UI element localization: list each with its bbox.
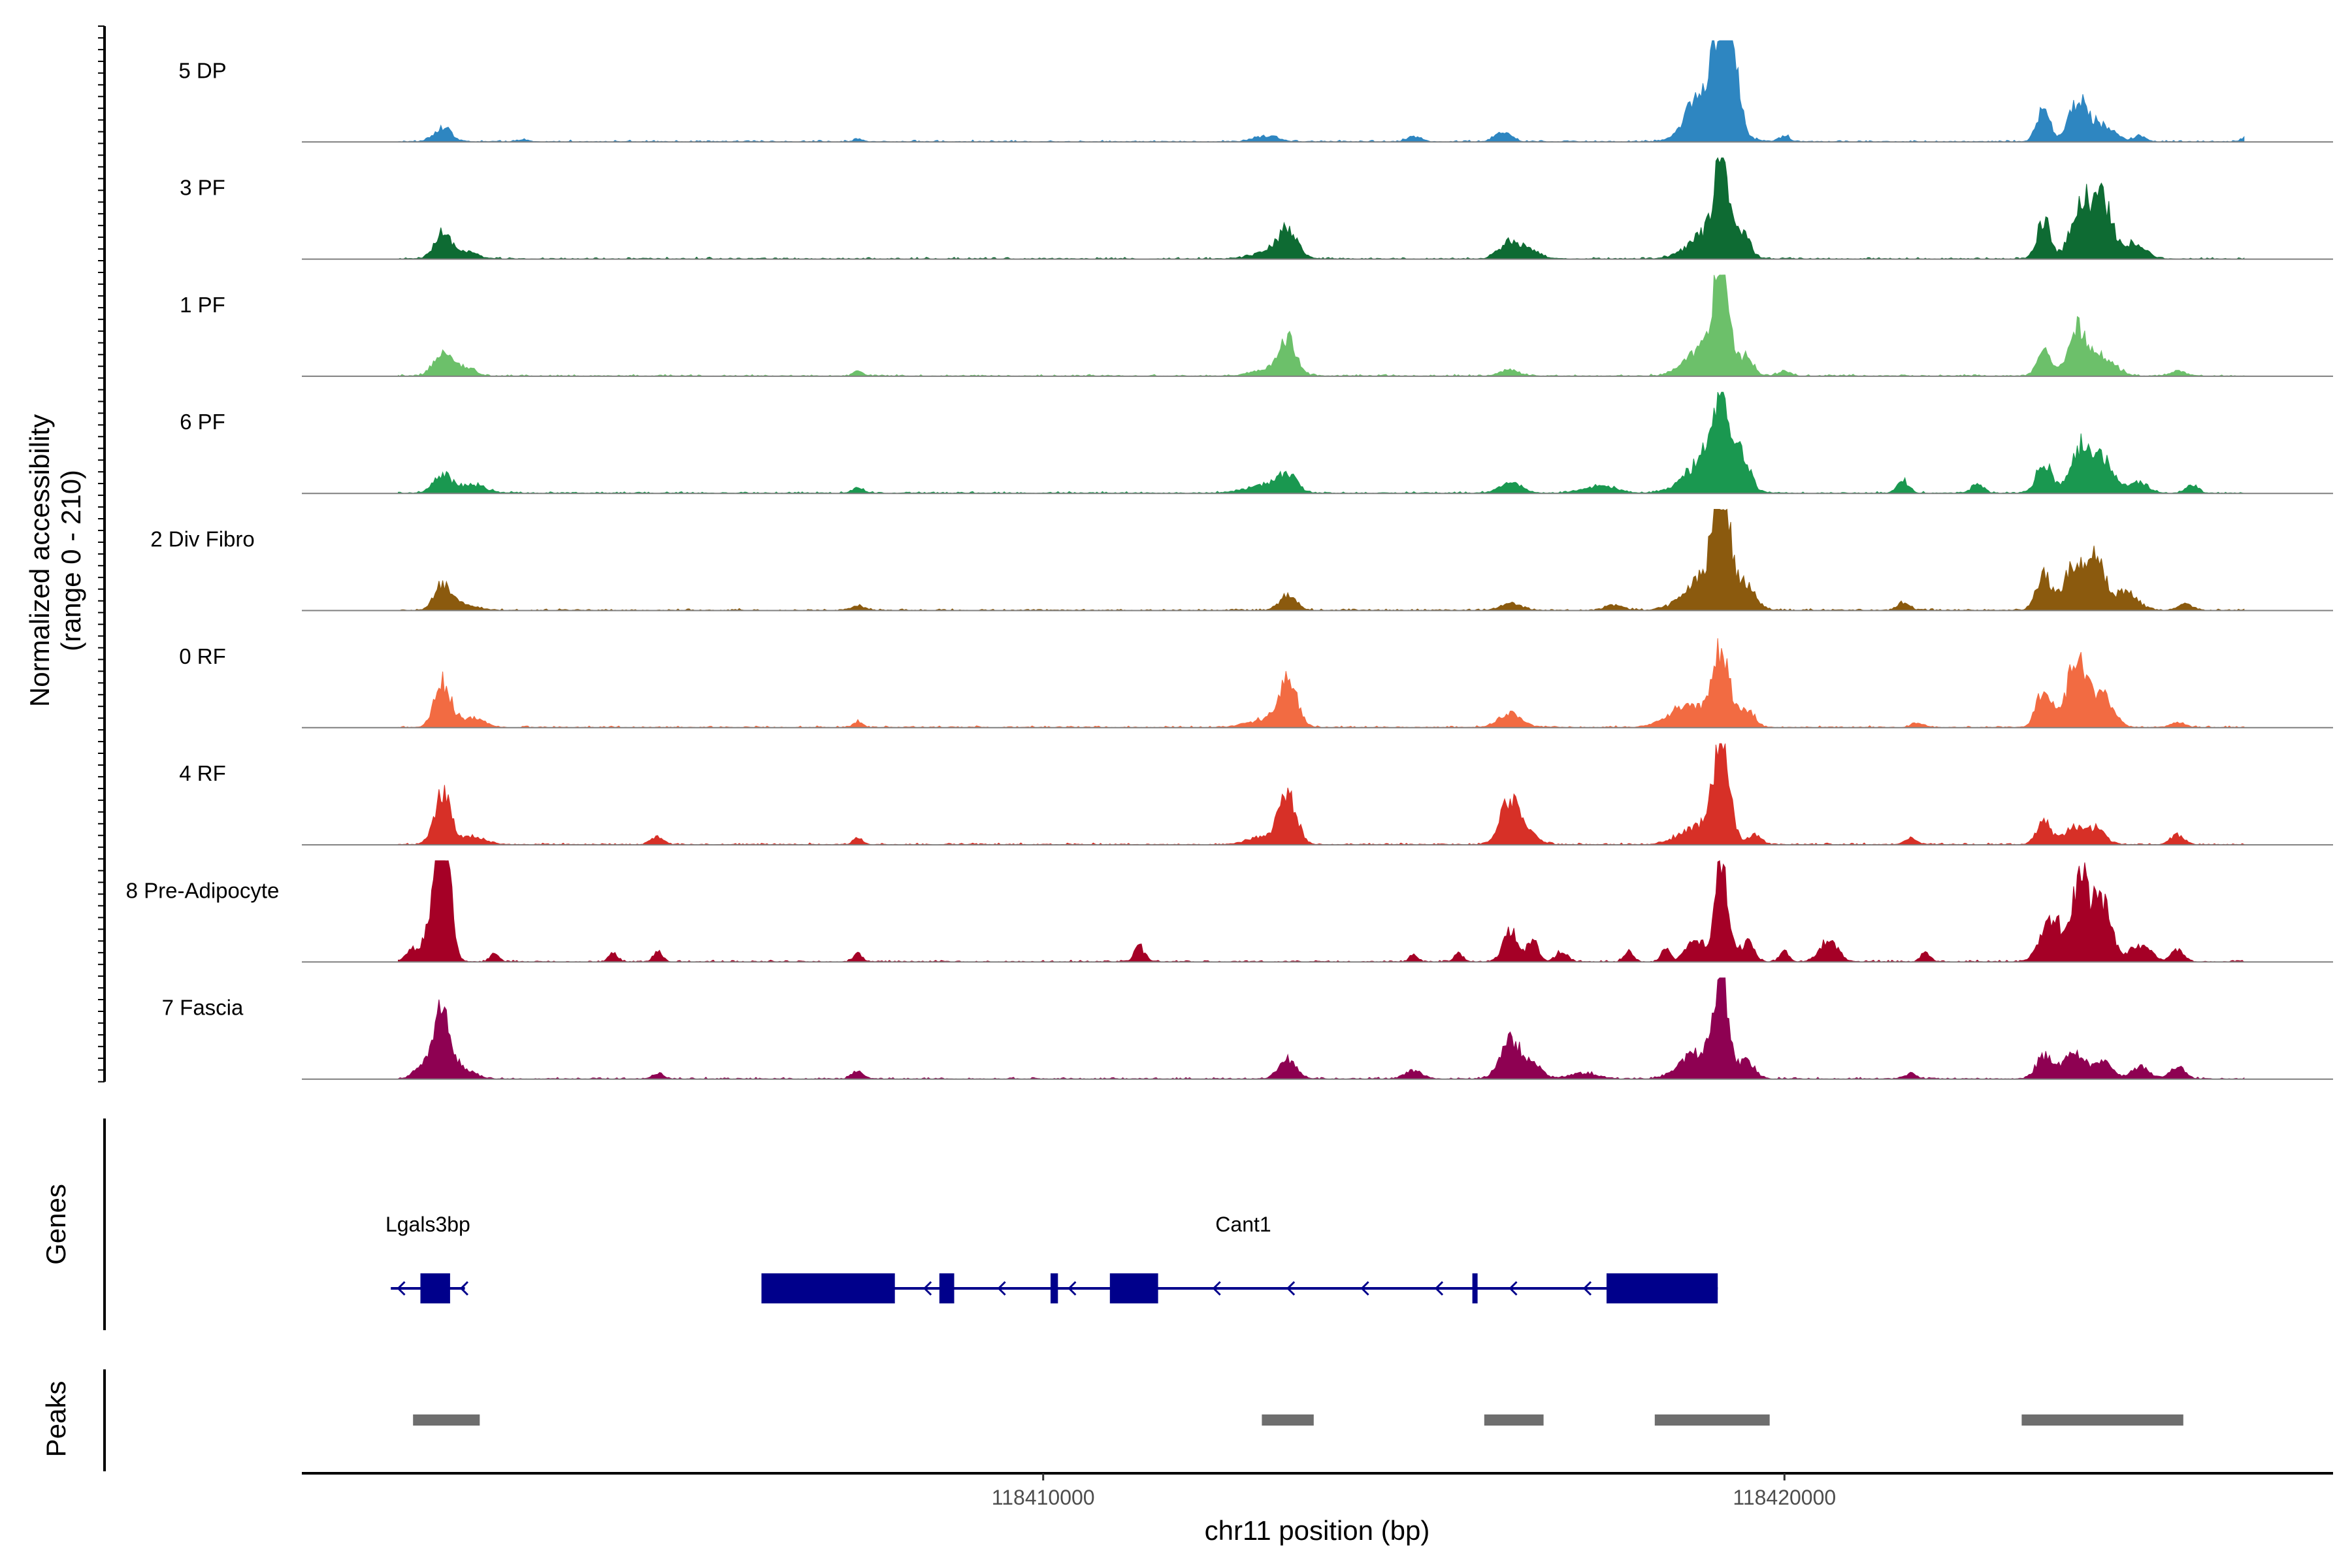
peak-region	[1484, 1414, 1544, 1426]
genes-axis-title: Genes	[41, 1184, 71, 1265]
gene-exon	[421, 1273, 450, 1303]
x-axis-title: chr11 position (bp)	[1205, 1515, 1430, 1546]
y-axis-title-line2: (range 0 - 210)	[56, 470, 86, 651]
track-label: 3 PF	[180, 176, 225, 200]
gene-label: Cant1	[1215, 1213, 1271, 1236]
gene-exon	[939, 1273, 955, 1303]
track-label: 1 PF	[180, 293, 225, 317]
coverage-area	[399, 392, 2244, 493]
coverage-tracks: 5 DP 3 PF 1 PF 6 PF 2 Div Fibro 0 RF 4 RF 8 Pre…	[126, 41, 2333, 1079]
track-label: 2 Div Fibro	[150, 527, 255, 551]
peak-annotation-track	[105, 1369, 2183, 1471]
gene-label: Lgals3bp	[385, 1213, 470, 1236]
track-label: 7 Fascia	[162, 996, 244, 1020]
coverage-area	[399, 275, 2244, 376]
track-label: 5 DP	[178, 58, 226, 82]
track-5-dp: 5 DP	[178, 41, 2333, 142]
x-tick-label: 118420000	[1733, 1486, 1836, 1509]
track-label: 0 RF	[179, 644, 226, 668]
peak-region	[2021, 1414, 2183, 1426]
coverage-area	[399, 638, 2244, 728]
gene-exon	[1473, 1273, 1478, 1303]
track-label: 4 RF	[179, 761, 226, 785]
track-4-rf: 4 RF	[179, 743, 2333, 845]
peak-region	[413, 1414, 480, 1426]
track-6-pf: 6 PF	[180, 392, 2333, 493]
track-1-pf: 1 PF	[180, 275, 2333, 376]
track-0-rf: 0 RF	[179, 638, 2333, 728]
peak-region	[1655, 1414, 1770, 1426]
coverage-area	[399, 860, 2244, 962]
gene-exon	[1051, 1273, 1058, 1303]
coverage-area	[399, 510, 2244, 611]
gene-exon	[762, 1273, 895, 1303]
coverage-area	[399, 978, 2244, 1079]
track-3-pf: 3 PF	[180, 158, 2333, 259]
peak-region	[1262, 1414, 1313, 1426]
x-tick-label: 118410000	[992, 1486, 1095, 1509]
track-label: 6 PF	[180, 410, 225, 434]
coverage-area	[399, 743, 2244, 845]
track-8-pre-adipocyte: 8 Pre-Adipocyte	[126, 860, 2333, 962]
coverage-area	[399, 158, 2244, 259]
gene-exon	[1110, 1273, 1158, 1303]
track-2-div-fibro: 2 Div Fibro	[150, 510, 2333, 611]
coverage-area	[399, 41, 2244, 142]
gene-cant1: Cant1	[762, 1213, 1718, 1303]
y-axis-title-line1: Normalized accessibility	[24, 414, 55, 707]
peaks-axis-title: Peaks	[41, 1381, 71, 1458]
gene-exon	[1607, 1273, 1718, 1303]
gene-annotation-track: Lgals3bp Cant1	[105, 1119, 1718, 1330]
track-7-fascia: 7 Fascia	[162, 978, 2333, 1079]
gene-lgals3bp: Lgals3bp	[385, 1213, 470, 1303]
coverage-plot: 5 DP 3 PF 1 PF 6 PF 2 Div Fibro 0 RF 4 RF 8 Pre…	[0, 0, 2352, 1568]
chart-axes: Normalized accessibility (range 0 - 210)…	[24, 26, 2333, 1546]
track-label: 8 Pre-Adipocyte	[126, 878, 280, 902]
